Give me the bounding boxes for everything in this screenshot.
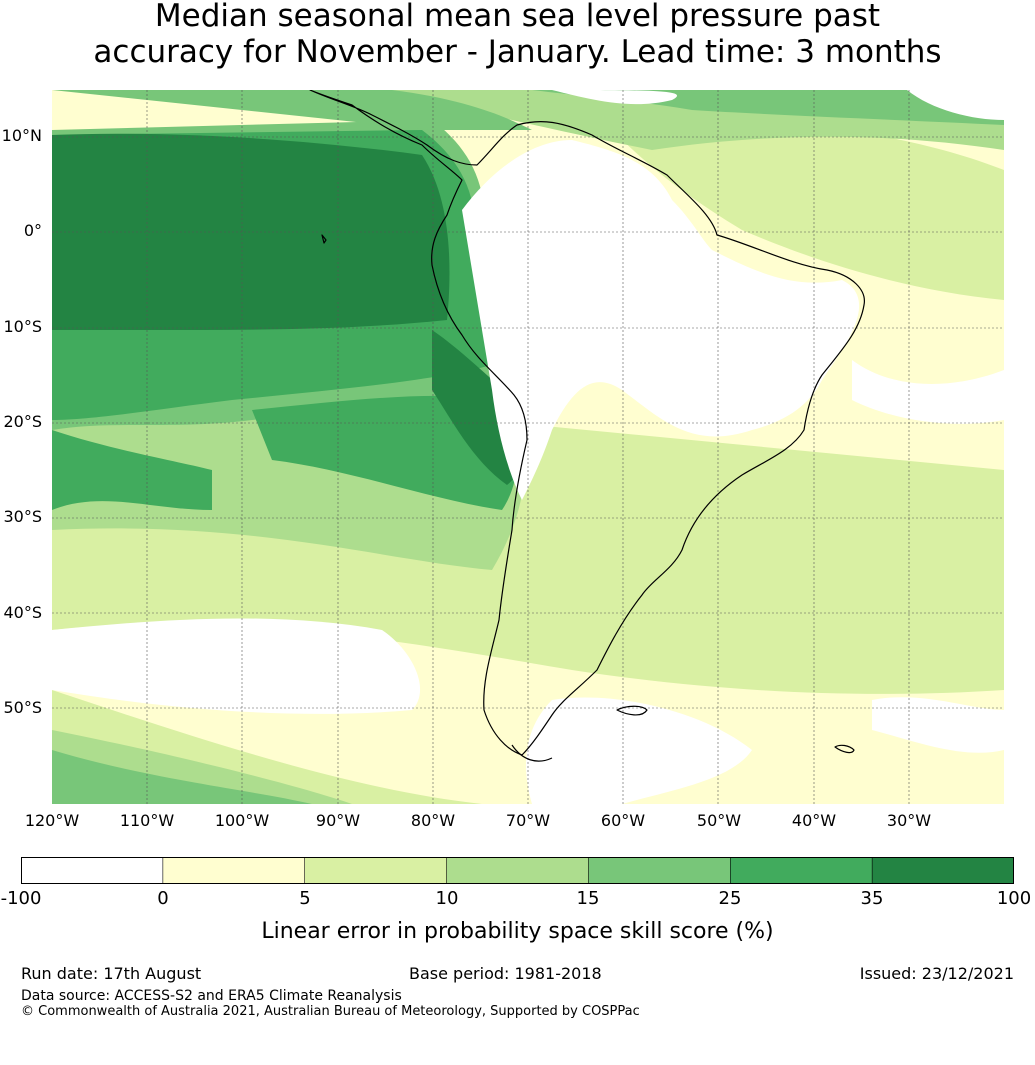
colorbar-segment [588, 857, 731, 884]
map-title-line-1: Median seasonal mean sea level pressure … [154, 0, 881, 34]
coastline [309, 90, 865, 762]
colorbar [21, 857, 1014, 884]
colorbar-tick-label: 35 [860, 888, 884, 909]
colorbar-segment [446, 857, 589, 884]
skill-score-map [52, 90, 1004, 804]
map-title-line-2: accuracy for November - January. Lead ti… [93, 34, 942, 70]
lat-label: 10°S [3, 317, 42, 336]
colorbar-segment [304, 857, 448, 884]
lon-label: 70°W [505, 811, 551, 830]
colorbar-tick-label: 5 [299, 888, 311, 909]
run-date: Run date: 17th August [21, 964, 202, 983]
base-period: Base period: 1981-2018 [409, 964, 602, 983]
lon-label: 50°W [696, 811, 742, 830]
colorbar-tick-label: 10 [435, 888, 459, 909]
lon-label: 110°W [119, 811, 175, 830]
lon-label: 100°W [214, 811, 270, 830]
colorbar-tick-label: 0 [157, 888, 169, 909]
colorbar-tick-label: -100 [0, 888, 42, 909]
copyright: © Commonwealth of Australia 2021, Austra… [21, 1004, 640, 1019]
colorbar-border [21, 857, 1014, 884]
lat-label: 50°S [3, 698, 42, 717]
colorbar-tick-label: 100 [996, 888, 1032, 909]
lon-label: 60°W [600, 811, 646, 830]
issued-date: Issued: 23/12/2021 [859, 964, 1014, 983]
lat-label: 10°N [1, 126, 42, 145]
colorbar-segment [872, 857, 1014, 884]
lon-label: 90°W [315, 811, 361, 830]
lat-label: 20°S [3, 412, 42, 431]
lon-label: 30°W [886, 811, 932, 830]
colorbar-tick-label: 25 [718, 888, 742, 909]
colorbar-segment [21, 857, 164, 884]
lon-label: 120°W [24, 811, 80, 830]
lon-label: 40°W [791, 811, 837, 830]
graticule [52, 90, 1004, 804]
lat-label: 30°S [3, 507, 42, 526]
lat-label: 0° [23, 221, 42, 240]
data-source: Data source: ACCESS-S2 and ERA5 Climate … [21, 988, 402, 1004]
colorbar-tick-label: 15 [576, 888, 600, 909]
colorbar-label: Linear error in probability space skill … [261, 919, 774, 944]
colorbar-segment [162, 857, 306, 884]
lon-label: 80°W [410, 811, 456, 830]
colorbar-segment [730, 857, 873, 884]
lat-label: 40°S [3, 603, 42, 622]
